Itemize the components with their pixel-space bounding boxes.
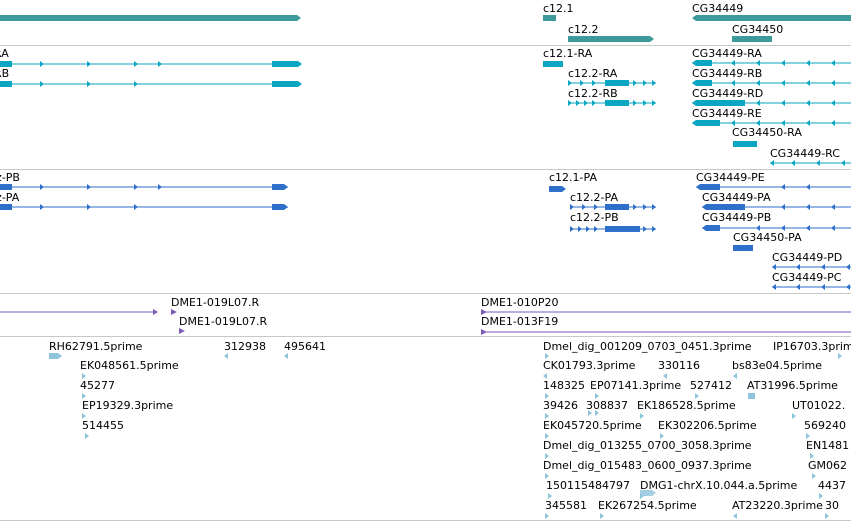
clone-track — [0, 309, 851, 335]
track-divider — [0, 169, 851, 170]
est-label[interactable]: 308837 — [586, 399, 628, 412]
gene-bar[interactable] — [732, 36, 772, 42]
transcript-label[interactable]: c12.2-RA — [568, 67, 618, 80]
clone-label[interactable]: DME1-019L07.R — [179, 315, 268, 328]
est-label[interactable]: EK302206.5prime — [658, 419, 757, 432]
est-label[interactable]: 345581 — [545, 499, 587, 512]
protein-label[interactable]: CG34449-PE — [696, 171, 765, 184]
est-label[interactable]: 569240 — [804, 419, 846, 432]
clone-label[interactable]: DME1-019L07.R — [171, 296, 260, 309]
gene-bar[interactable] — [692, 15, 851, 21]
track-divider — [0, 45, 851, 46]
est-label[interactable]: 527412 — [690, 379, 732, 392]
est-label[interactable]: Dmel_dig_001209_0703_0451.3prime — [543, 340, 752, 353]
transcript-label[interactable]: CG34449-RD — [692, 87, 764, 100]
protein-label[interactable]: lz-PA — [0, 191, 20, 204]
gene-label[interactable]: c12.2 — [568, 23, 599, 36]
est-label[interactable]: 495641 — [284, 340, 326, 353]
gene-label[interactable]: CG34450 — [732, 23, 784, 36]
est-label[interactable]: EK267254.5prime — [598, 499, 697, 512]
est-label[interactable]: 312938 — [224, 340, 266, 353]
protein-label[interactable]: CG34449-PC — [772, 271, 842, 284]
clone-label[interactable]: DME1-010P20 — [481, 296, 559, 309]
transcript-label[interactable]: CG34449-RE — [692, 107, 762, 120]
track-divider — [0, 293, 851, 294]
protein-label[interactable]: CG34449-PA — [702, 191, 771, 204]
protein-label[interactable]: c12.2-PA — [570, 191, 618, 204]
transcript-label[interactable]: CG34449-RA — [692, 47, 762, 60]
est-label[interactable]: 45277 — [80, 379, 115, 392]
gene-label[interactable]: c12.1 — [543, 2, 574, 15]
protein-label[interactable]: c12.1-PA — [549, 171, 597, 184]
protein-label[interactable]: CG34449-PB — [702, 211, 772, 224]
est-label[interactable]: AT31996.5prime — [747, 379, 838, 392]
est-label[interactable]: RH62791.5prime — [49, 340, 143, 353]
transcript-label[interactable]: CG34449-RC — [770, 147, 840, 160]
est-label[interactable]: EP07141.3prime — [590, 379, 682, 392]
est-label[interactable]: EK048561.5prime — [80, 359, 179, 372]
transcript-label[interactable]: CG34450-RA — [732, 126, 802, 139]
transcript-track — [0, 60, 851, 166]
est-label[interactable]: 330116 — [658, 359, 700, 372]
gene-bar[interactable] — [568, 36, 654, 42]
est-label[interactable]: Dmel_dig_015483_0600_0937.3prime — [543, 459, 752, 472]
est-label[interactable]: IP16703.3prime — [773, 340, 851, 353]
gene-track — [0, 15, 851, 42]
est-label[interactable]: AT23220.3prime — [732, 499, 823, 512]
protein-label[interactable]: CG34450-PA — [733, 231, 802, 244]
est-label[interactable]: UT01022. — [792, 399, 846, 412]
est-label[interactable]: 150115484797 — [546, 479, 630, 492]
est-label[interactable]: 4437 — [818, 479, 846, 492]
gene-bar[interactable] — [0, 15, 301, 21]
est-label[interactable]: 30 — [825, 499, 839, 512]
transcript-label[interactable]: RB — [0, 67, 10, 80]
protein-track — [0, 184, 851, 290]
est-label[interactable]: EK186528.5prime — [637, 399, 736, 412]
gene-label[interactable]: CG34449 — [692, 2, 744, 15]
transcript-label[interactable]: c12.2-RB — [568, 87, 618, 100]
protein-label[interactable]: CG34449-PD — [772, 251, 843, 264]
est-label[interactable]: 39426 — [543, 399, 578, 412]
est-label[interactable]: EP19329.3prime — [82, 399, 174, 412]
est-label[interactable]: GM062 — [808, 459, 848, 472]
track-divider — [0, 336, 851, 337]
est-label[interactable]: bs83e04.5prime — [732, 359, 823, 372]
est-label[interactable]: EK045720.5prime — [543, 419, 642, 432]
est-track — [49, 353, 842, 519]
est-label[interactable]: 514455 — [82, 419, 124, 432]
est-label[interactable]: EN1481 — [806, 439, 850, 452]
est-label[interactable]: CK01793.3prime — [543, 359, 636, 372]
protein-label[interactable]: lz-PB — [0, 171, 20, 184]
transcript-label[interactable]: RA — [0, 47, 9, 60]
est-label[interactable]: DMG1-chrX.10.044.a.5prime — [640, 479, 798, 492]
protein-label[interactable]: c12.2-PB — [570, 211, 619, 224]
clone-label[interactable]: DME1-013F19 — [481, 315, 559, 328]
est-label[interactable]: 148325 — [543, 379, 585, 392]
est-label[interactable]: Dmel_dig_013255_0700_3058.3prime — [543, 439, 752, 452]
gene-bar[interactable] — [543, 15, 556, 21]
transcript-label[interactable]: c12.1-RA — [543, 47, 593, 60]
transcript-label[interactable]: CG34449-RB — [692, 67, 763, 80]
